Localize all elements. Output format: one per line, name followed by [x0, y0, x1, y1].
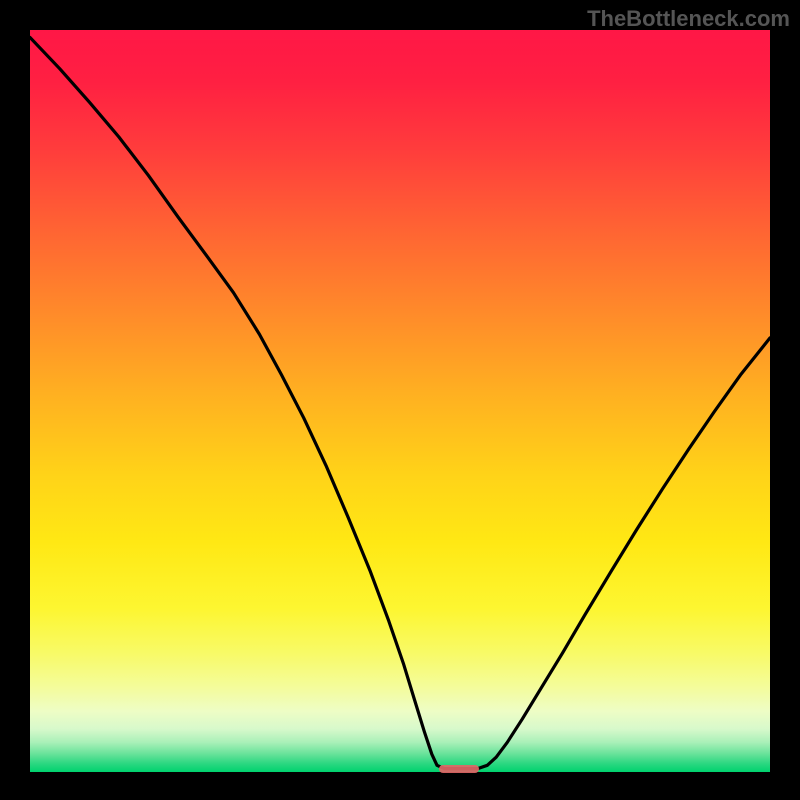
curve-layer — [30, 30, 770, 772]
plot-area — [30, 30, 770, 772]
optimum-marker — [439, 765, 479, 773]
watermark-text: TheBottleneck.com — [587, 6, 790, 32]
chart-container: TheBottleneck.com — [0, 0, 800, 800]
bottleneck-curve — [30, 37, 770, 768]
